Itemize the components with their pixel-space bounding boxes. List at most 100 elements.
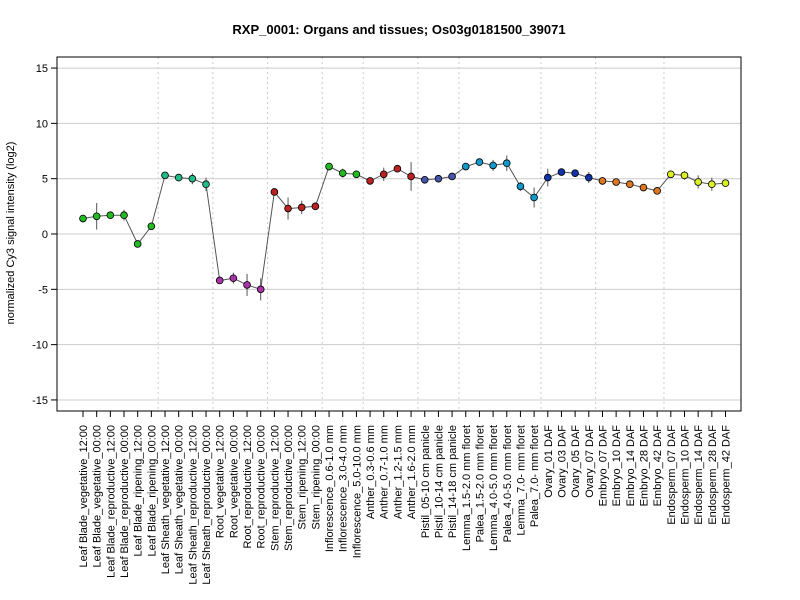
data-point <box>434 174 443 183</box>
data-point <box>147 222 156 231</box>
x-tick-label: Anther_0.3-0.6 mm <box>365 425 377 519</box>
x-tick-label: Lemma_1.5-2.0 mm floret <box>461 425 473 551</box>
x-tick-labels: Leaf Blade_vegetative_12:00 Leaf Blade_ve… <box>78 425 733 585</box>
data-point <box>243 281 251 289</box>
data-points <box>79 158 730 294</box>
data-point <box>297 203 306 212</box>
data-point <box>379 170 388 179</box>
data-point <box>639 183 648 192</box>
data-point <box>407 172 415 181</box>
data-point <box>79 214 87 223</box>
data-point <box>325 162 333 171</box>
chart-title: RXP_0001: Organs and tissues; Os03g01815… <box>232 22 565 37</box>
y-tick-label: -10 <box>32 340 48 352</box>
x-tick-label: Inflorescence_0.6-1.0 mm <box>324 425 336 552</box>
y-tick-label: -15 <box>32 395 48 407</box>
x-tick-label: Ovary_01 DAF <box>543 425 555 498</box>
x-tick-label: Root_reproductive_00:00 <box>256 425 268 549</box>
data-point <box>161 171 169 180</box>
x-tick-label: Endosperm_14 DAF <box>693 425 705 525</box>
x-tick-label: Leaf Blade_vegetative_12:00 <box>78 425 90 568</box>
data-point <box>653 187 661 195</box>
x-tick-label: Anther_0.7-1.0 mm <box>379 425 391 519</box>
y-tick-label: -5 <box>38 284 48 296</box>
data-point <box>270 188 279 196</box>
x-tick-label: Palea_4.0-5.0 mm floret <box>502 425 514 542</box>
x-tick-label: Palea_1.5-2.0 mm floret <box>474 425 486 542</box>
x-tick-label: Endosperm_07 DAF <box>666 425 678 525</box>
data-point <box>256 285 265 294</box>
x-tick-label: Ovary_03 DAF <box>557 425 569 498</box>
x-tick-label: Endosperm_42 DAF <box>721 425 733 525</box>
x-tick-label: Leaf Blade_reproductive_12:00 <box>105 425 117 578</box>
x-tick-label: Pistil_10-14 cm panicle <box>433 425 445 538</box>
x-tick-label: Palea_7.0- mm floret <box>529 425 541 527</box>
x-tick-label: Inflorescence_5.0-10.0 mm <box>351 425 363 558</box>
x-tick-label: Leaf Sheath_reproductive_12:00 <box>187 425 199 585</box>
y-tick-label: 15 <box>36 63 48 75</box>
x-tick-label: Inflorescence_3.0-4.0 mm <box>338 425 350 552</box>
x-tick-label: Lemma_4.0-5.0 mm floret <box>488 425 500 551</box>
data-point <box>448 172 456 181</box>
data-point <box>393 164 402 173</box>
x-tick-label: Anther_1.2-1.5 mm <box>392 425 404 519</box>
data-point <box>188 174 197 183</box>
data-point <box>92 212 101 221</box>
x-tick-label: Leaf Blade_ripening_12:00 <box>133 425 145 557</box>
data-point <box>202 180 210 189</box>
y-axis-label: normalized Cy3 signal intensity (log2) <box>5 142 17 325</box>
x-tick-label: Leaf Sheath_reproductive_00:00 <box>201 425 213 585</box>
data-point <box>215 276 224 285</box>
x-tick-label: Embryo_42 DAF <box>652 425 664 507</box>
x-tick-label: Embryo_10 DAF <box>611 425 623 507</box>
x-tick-label: Leaf Sheath_vegetative_00:00 <box>174 425 186 574</box>
data-point <box>516 182 525 191</box>
data-point <box>598 177 607 185</box>
data-point <box>721 179 730 187</box>
x-tick-label: Ovary_07 DAF <box>584 425 596 498</box>
x-tick-label: Stem_ripening_00:00 <box>310 425 322 530</box>
data-point <box>174 173 183 182</box>
group-separators <box>157 57 665 411</box>
data-point <box>311 202 320 211</box>
y-tick-label: 10 <box>36 118 48 130</box>
data-point <box>284 204 292 213</box>
data-point <box>543 173 552 182</box>
data-point <box>489 161 497 170</box>
data-point <box>338 169 347 177</box>
data-point <box>133 240 142 248</box>
x-tick-label: Stem_reproductive_12:00 <box>269 425 281 551</box>
data-point <box>557 168 566 176</box>
x-tick-label: Anther_1.6-2.0 mm <box>406 425 418 519</box>
x-tick-label: Embryo_14 DAF <box>625 425 637 507</box>
x-tick-label: Ovary_05 DAF <box>570 425 582 498</box>
data-point <box>366 177 374 185</box>
y-tick-label: 0 <box>42 229 48 241</box>
data-point <box>352 170 361 179</box>
data-point <box>584 173 593 182</box>
x-tick-label: Endosperm_28 DAF <box>707 425 719 525</box>
data-point <box>475 158 484 166</box>
data-point <box>461 162 470 171</box>
x-tick-label: Leaf Blade_reproductive_00:00 <box>119 425 131 578</box>
data-point <box>420 175 429 184</box>
data-point <box>612 178 620 186</box>
data-point <box>120 211 128 219</box>
x-tick-label: Stem_ripening_12:00 <box>297 425 309 530</box>
plot-frame <box>56 56 742 412</box>
x-tick-label: Embryo_28 DAF <box>639 425 651 507</box>
y-tick-label: 5 <box>42 174 48 186</box>
x-tick-label: Root_reproductive_12:00 <box>242 425 254 549</box>
axes: -15 -10 -5 0 5 10 15 <box>32 63 726 417</box>
data-point <box>502 159 511 168</box>
data-point <box>229 274 238 283</box>
x-tick-label: Leaf Blade_ripening_00:00 <box>146 425 158 557</box>
x-tick-label: Root_vegetative_00:00 <box>228 425 240 538</box>
data-point <box>708 180 716 189</box>
x-tick-label: Pistil_05-10 cm panicle <box>420 425 432 538</box>
data-point <box>571 169 579 177</box>
x-tick-label: Pistil_14-18 cm panicle <box>447 425 459 538</box>
x-tick-label: Lemma_7.0- mm floret <box>515 425 527 536</box>
x-tick-label: Leaf Blade_vegetative_00:00 <box>92 425 104 568</box>
